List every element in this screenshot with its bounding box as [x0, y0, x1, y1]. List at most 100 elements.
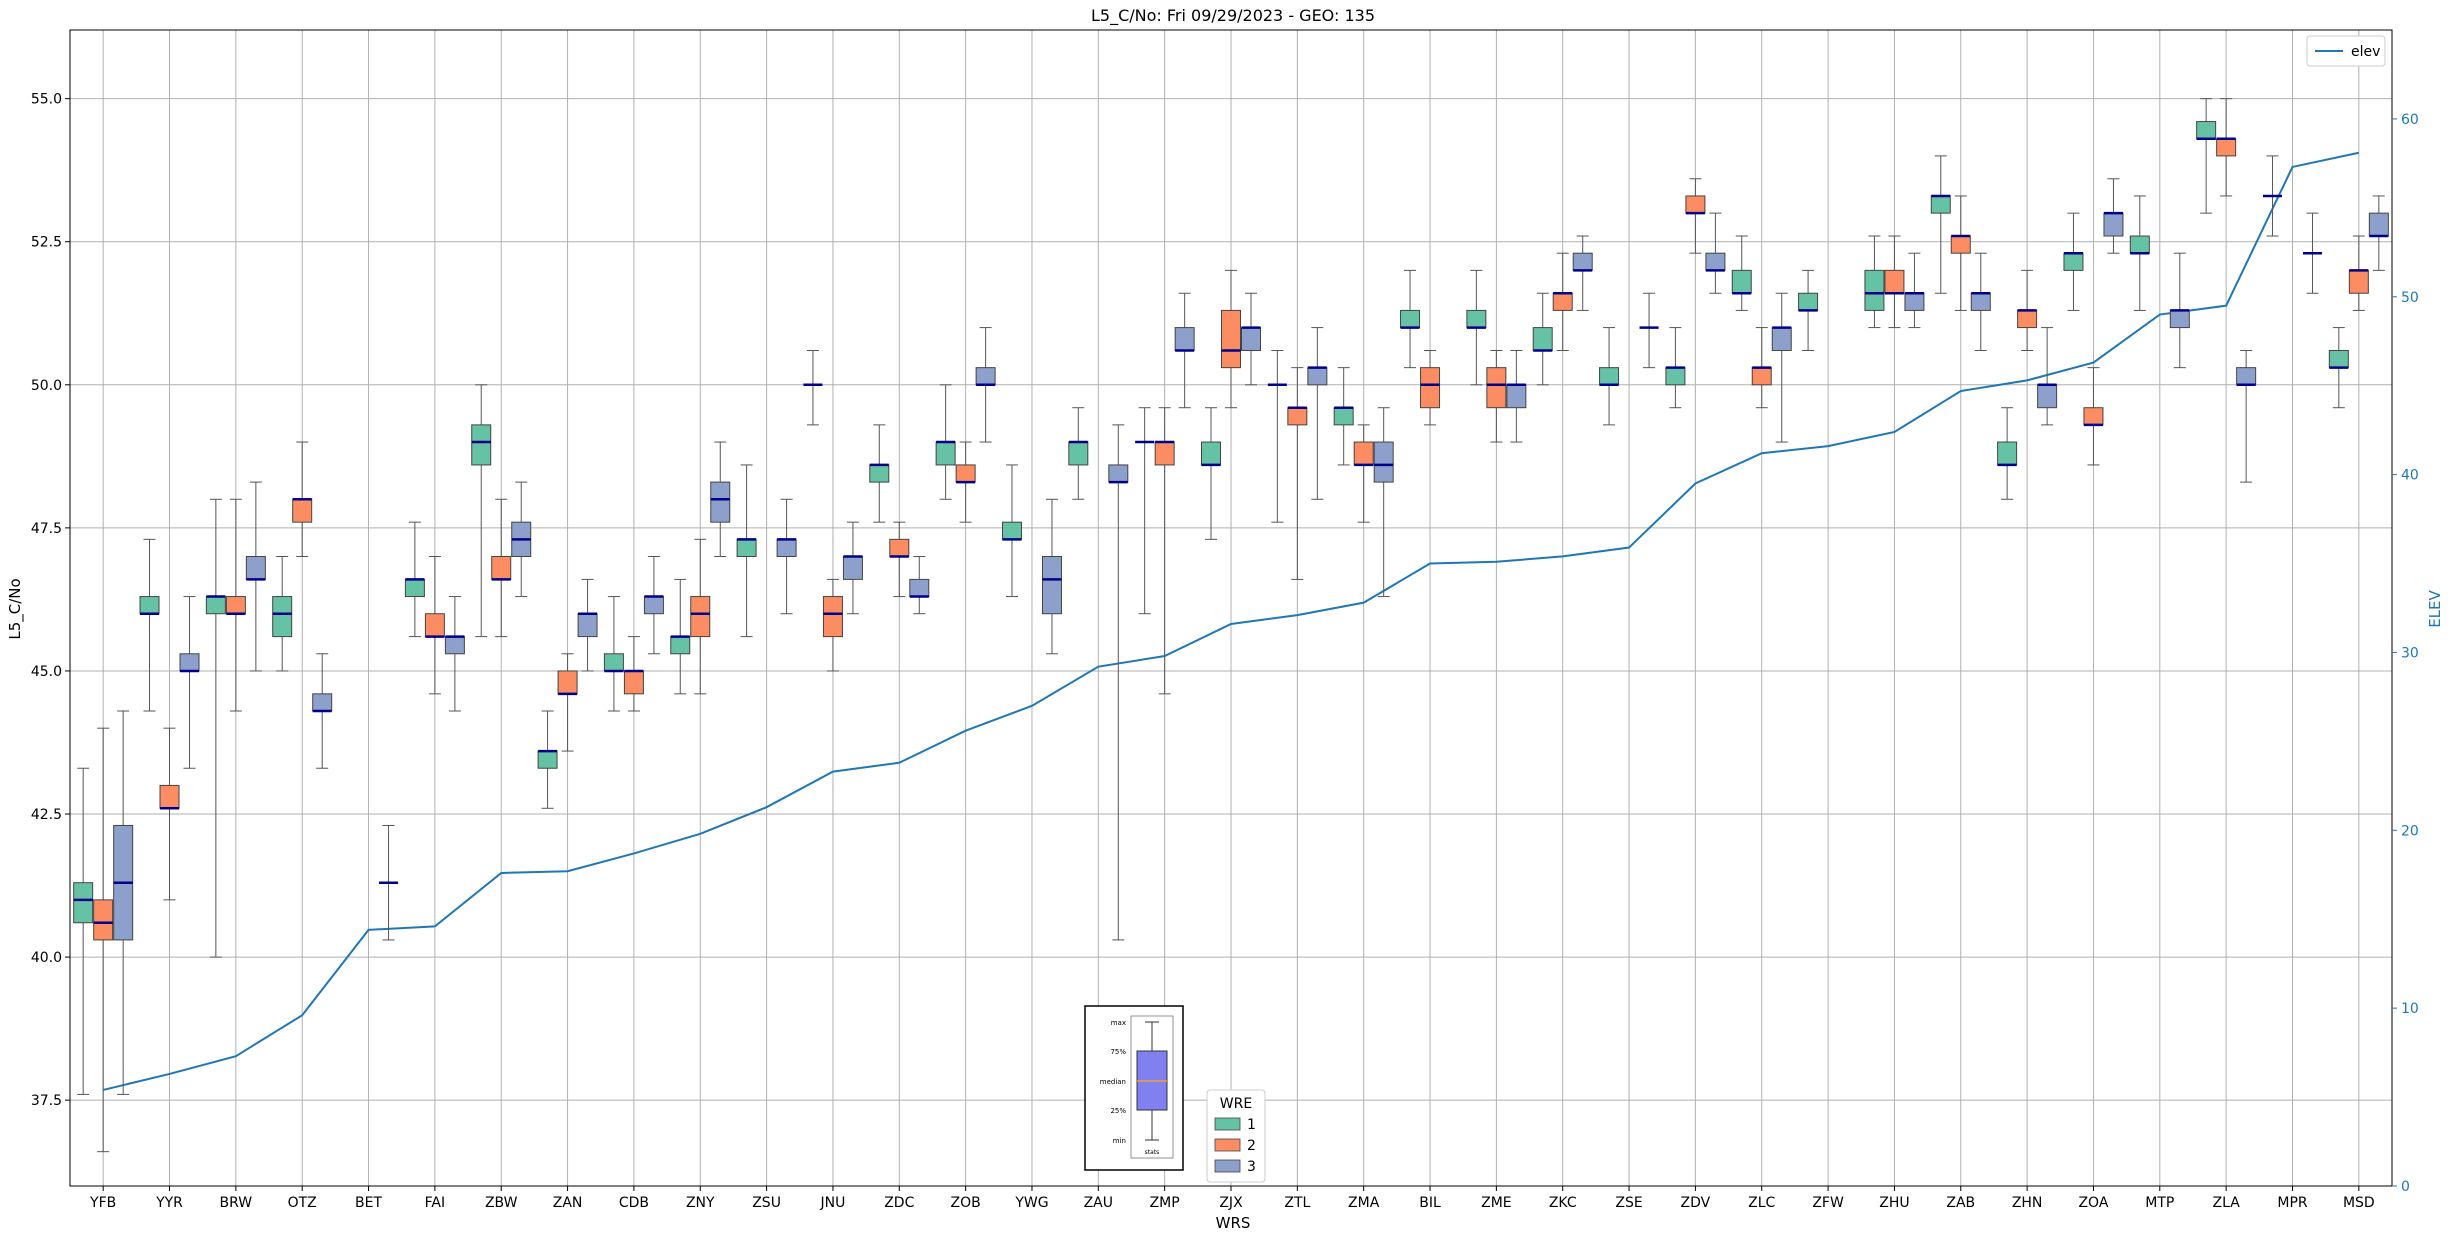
box-wre2-zdc: [889, 521, 910, 598]
box-wre1-zau: [1068, 407, 1089, 500]
box-iqr: [822, 596, 843, 638]
y2-tick-label: 10: [2401, 1001, 2419, 1017]
box-wre1-zkc: [1532, 292, 1553, 386]
box-wre2-jnu: [822, 578, 843, 672]
box-iqr: [1373, 441, 1394, 483]
box-iqr: [1705, 252, 1726, 271]
box-iqr: [2129, 235, 2150, 254]
box-wre2-zdv: [1685, 178, 1706, 254]
box-iqr: [955, 464, 976, 483]
y-tick-label: 37.5: [31, 1093, 62, 1109]
box-wre3-zob: [975, 327, 996, 443]
box-iqr: [975, 367, 996, 386]
box-iqr: [2169, 309, 2190, 329]
x-tick-label: ZTL: [1284, 1195, 1310, 1211]
box-wre3-zhn: [2037, 327, 2058, 426]
wre-legend-frame: [1206, 1089, 1266, 1183]
box-iqr: [710, 481, 731, 523]
box-wre1-zfw: [1798, 269, 1819, 351]
box-iqr: [1864, 269, 1885, 311]
x-tick-label: MSD: [2343, 1195, 2375, 1211]
box-wre1-zjx: [1201, 407, 1221, 540]
box-iqr: [1997, 441, 2018, 466]
wre-legend-title: WRE: [1220, 1096, 1252, 1112]
box-wre2-zan: [557, 653, 578, 752]
wre-legend-swatch-2: [1214, 1138, 1241, 1152]
box-wre2-zme: [1486, 349, 1507, 443]
x-tick-label: ZBW: [485, 1195, 518, 1211]
box-wre2-zma: [1353, 424, 1374, 523]
box-wre1-otz: [272, 555, 293, 672]
box-wre3-zma: [1373, 407, 1394, 598]
box-iqr: [424, 613, 445, 638]
box-wre3-zme: [1506, 349, 1527, 443]
box-iqr: [1041, 555, 1062, 615]
elev-line-layer: [102, 151, 2360, 1091]
box-wre2-otz: [292, 441, 313, 557]
box-wre3-zmp: [1174, 292, 1195, 409]
box-wre3-zab: [1970, 252, 1991, 351]
box-wre2-zob: [955, 441, 976, 523]
box-wre3-jnu: [842, 521, 863, 615]
elev-series-line: [102, 151, 2360, 1091]
box-iqr: [842, 555, 863, 580]
box-iqr: [2063, 252, 2084, 271]
box-iqr: [1665, 367, 1686, 386]
box-iqr: [179, 653, 200, 672]
x-tick-label: ZMP: [1150, 1195, 1180, 1211]
box-wre2-zhn: [2017, 269, 2038, 351]
box-wre3-zlc: [1771, 292, 1792, 443]
box-wre1-zny: [670, 578, 691, 695]
x-tick-label: ZOB: [951, 1195, 981, 1211]
box-iqr: [1950, 235, 1971, 254]
x-tick-label: YFB: [89, 1195, 116, 1211]
box-iqr: [93, 899, 114, 941]
box-wre3-zhu: [1904, 252, 1925, 329]
box-iqr: [577, 613, 598, 638]
y2-tick-label: 0: [2401, 1179, 2410, 1195]
y-tick-label: 50.0: [31, 378, 62, 394]
x-tick-label: ZAU: [1084, 1195, 1113, 1211]
box-wre1-zbw: [471, 384, 492, 638]
box-iqr: [1420, 367, 1441, 409]
wre-legend-swatch-1: [1214, 1117, 1241, 1131]
x-tick-label: YWG: [1014, 1195, 1048, 1211]
box-iqr: [1221, 309, 1241, 369]
box-iqr: [690, 596, 711, 638]
box-wre3-msd: [2368, 195, 2389, 271]
y2-axis-title: ELEV: [2426, 589, 2444, 627]
box-wre1-ywg: [1001, 464, 1022, 598]
box-iqr: [1771, 327, 1792, 351]
box-wre1-brw: [205, 498, 226, 958]
box-iqr: [1201, 441, 1221, 466]
box-wre1-zme: [1466, 269, 1487, 386]
box-iqr: [776, 538, 797, 557]
box-iqr: [1506, 384, 1527, 409]
box-wre3-zau: [1108, 424, 1129, 941]
y-tick-label: 45.0: [31, 664, 62, 680]
box-wre1-zhu: [1864, 235, 1885, 329]
box-iqr: [245, 555, 266, 580]
x-tick-label: ZAN: [553, 1195, 583, 1211]
wre-legend-label-1: 1: [1247, 1117, 1256, 1133]
x-tick-label: ZKC: [1549, 1195, 1577, 1211]
box-iqr: [1930, 195, 1951, 214]
box-iqr: [1552, 292, 1573, 311]
box-wre3-zbw: [511, 481, 532, 598]
box-iqr: [1751, 367, 1772, 386]
box-iqr: [1486, 367, 1507, 409]
box-iqr: [557, 670, 578, 695]
box-iqr: [1108, 464, 1129, 483]
box-iqr: [736, 538, 757, 557]
x-tick-label: ZLC: [1748, 1195, 1775, 1211]
x-axis-title: WRS: [1216, 1214, 1251, 1232]
x-tick-label: MTP: [2145, 1195, 2174, 1211]
box-iqr: [1904, 292, 1925, 311]
box-iqr: [909, 578, 930, 598]
box-iqr: [312, 693, 333, 712]
box-iqr: [1466, 309, 1487, 329]
box-iqr: [1307, 367, 1328, 386]
y-tick-label: 40.0: [31, 950, 62, 966]
